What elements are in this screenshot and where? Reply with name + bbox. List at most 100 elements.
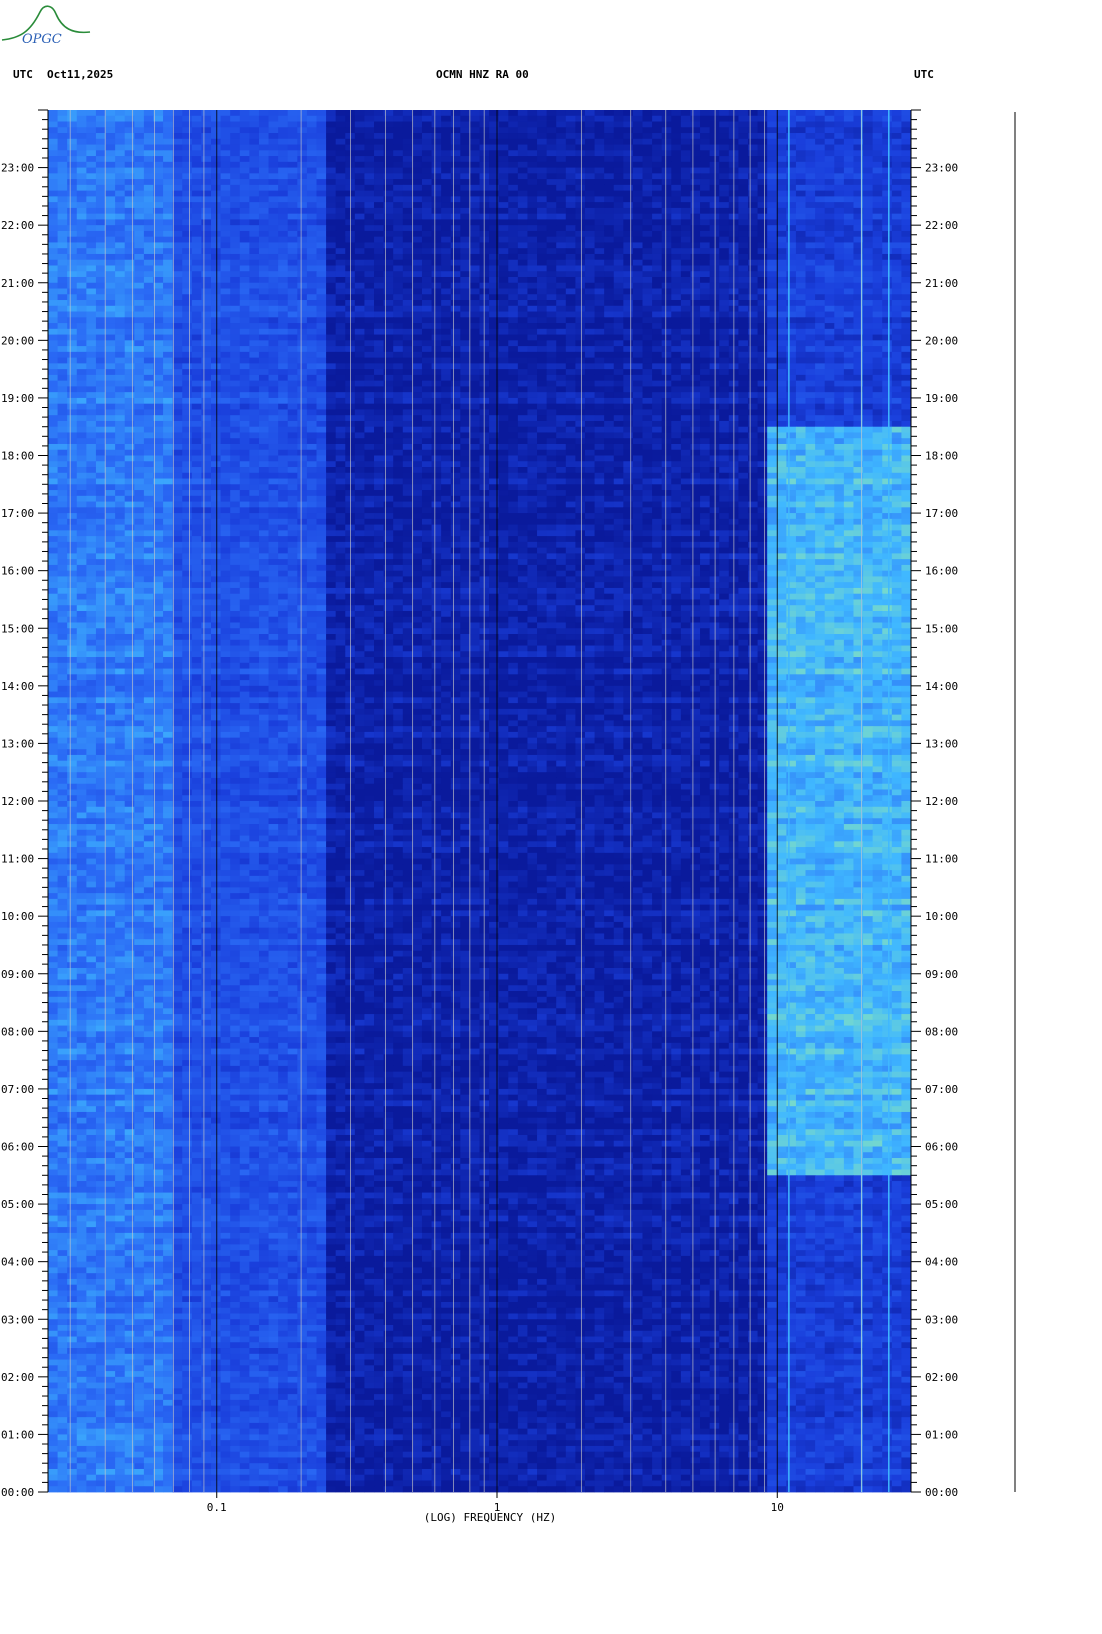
spectrogram-cell xyxy=(584,207,595,215)
spectrogram-cell xyxy=(306,300,317,307)
spectrogram-cell xyxy=(258,340,269,347)
spectrogram-cell xyxy=(498,420,509,428)
spectrogram-cell xyxy=(498,190,509,197)
spectrogram-cell xyxy=(278,340,289,347)
spectrogram-cell xyxy=(546,420,557,428)
spectrogram-cell xyxy=(613,323,624,330)
spectrogram-cell xyxy=(517,156,528,163)
spectrogram-cell xyxy=(489,317,500,324)
spectrogram-cell xyxy=(172,230,183,238)
spectrogram-cell xyxy=(498,219,509,226)
spectrogram-cell xyxy=(258,219,269,226)
spectrogram-cell xyxy=(882,392,893,399)
spectrogram-cell xyxy=(853,369,864,376)
spectrogram-cell xyxy=(335,328,346,335)
spectrogram-cell xyxy=(316,219,327,226)
spectrogram-cell xyxy=(508,397,519,405)
spectrogram-cell xyxy=(57,133,68,140)
spectrogram-cell xyxy=(450,346,461,353)
spectrogram-cell xyxy=(575,161,586,168)
spectrogram-cell xyxy=(853,230,864,238)
spectrogram-cell xyxy=(374,127,385,134)
spectrogram-cell xyxy=(163,317,174,324)
spectrogram-cell xyxy=(201,288,212,295)
spectrogram-cell xyxy=(172,288,183,295)
spectrogram-cell xyxy=(834,173,845,180)
spectrogram-cell xyxy=(412,363,423,370)
spectrogram-cell xyxy=(268,282,279,289)
spectrogram-cell xyxy=(786,351,797,359)
spectrogram-cell xyxy=(172,219,183,226)
spectrogram-cell xyxy=(134,426,145,433)
spectrogram-cell xyxy=(163,184,174,192)
spectrogram-cell xyxy=(776,115,787,122)
spectrogram-cell xyxy=(594,115,605,122)
spectrogram-cell xyxy=(853,115,864,122)
spectrogram-cell xyxy=(613,334,624,341)
spectrogram-cell xyxy=(795,173,806,180)
spectrogram-cell xyxy=(441,334,452,341)
spectrogram-cell xyxy=(278,294,289,301)
spectrogram-cell xyxy=(872,392,883,399)
spectrogram-cell xyxy=(105,161,116,168)
spectrogram-cell xyxy=(364,409,375,416)
spectrogram-cell xyxy=(172,276,183,284)
spectrogram-cell xyxy=(143,121,154,128)
spectrogram-cell xyxy=(632,317,643,324)
spectrogram-cell xyxy=(575,196,586,203)
spectrogram-cell xyxy=(786,144,797,151)
spectrogram-cell xyxy=(48,161,58,168)
spectrogram-cell xyxy=(172,259,183,266)
spectrogram-cell xyxy=(661,236,672,243)
spectrogram-cell xyxy=(872,415,883,422)
spectrogram-cell xyxy=(632,202,643,209)
spectrogram-cell xyxy=(354,311,365,318)
spectrogram-cell xyxy=(776,323,787,330)
spectrogram-cell xyxy=(546,392,557,399)
spectrogram-cell xyxy=(700,403,711,410)
spectrogram-cell xyxy=(700,346,711,353)
spectrogram-cell xyxy=(556,317,567,324)
spectrogram-cell xyxy=(709,115,720,122)
spectrogram-cell xyxy=(48,156,58,163)
spectrogram-cell xyxy=(824,259,835,266)
spectrogram-cell xyxy=(767,133,778,140)
spectrogram-cell xyxy=(412,156,423,163)
spectrogram-cell xyxy=(853,328,864,335)
spectrogram-cell xyxy=(604,110,615,117)
spectrogram-cell xyxy=(776,415,787,422)
spectrogram-cell xyxy=(632,265,643,272)
spectrogram-cell xyxy=(57,276,68,284)
spectrogram-cell xyxy=(163,340,174,347)
spectrogram-cell xyxy=(882,202,893,209)
spectrogram-cell xyxy=(537,397,548,405)
spectrogram-cell xyxy=(297,138,308,145)
spectrogram-cell xyxy=(163,121,174,128)
spectrogram-cell xyxy=(115,311,126,318)
spectrogram-cell xyxy=(815,288,826,295)
spectrogram-cell xyxy=(882,363,893,370)
spectrogram-cell xyxy=(786,305,797,312)
spectrogram-cell xyxy=(143,236,154,243)
spectrogram-cell xyxy=(402,282,413,289)
spectrogram-cell xyxy=(652,133,663,140)
spectrogram-cell xyxy=(335,156,346,163)
spectrogram-cell xyxy=(211,230,221,238)
spectrogram-cell xyxy=(364,288,375,295)
spectrogram-cell xyxy=(201,334,212,341)
spectrogram-cell xyxy=(661,271,672,278)
spectrogram-cell xyxy=(901,392,912,399)
spectrogram-cell xyxy=(575,259,586,266)
spectrogram-cell xyxy=(508,144,519,151)
spectrogram-cell xyxy=(431,207,442,215)
spectrogram-cell xyxy=(326,294,337,301)
spectrogram-cell xyxy=(565,392,576,399)
spectrogram-cell xyxy=(201,110,212,117)
spectrogram-cell xyxy=(393,110,404,117)
spectrogram-cell xyxy=(230,236,241,243)
spectrogram-cell xyxy=(661,374,672,382)
spectrogram-cell xyxy=(584,392,595,399)
spectrogram-cell xyxy=(450,271,461,278)
spectrogram-cell xyxy=(306,144,317,151)
spectrogram-cell xyxy=(661,346,672,353)
